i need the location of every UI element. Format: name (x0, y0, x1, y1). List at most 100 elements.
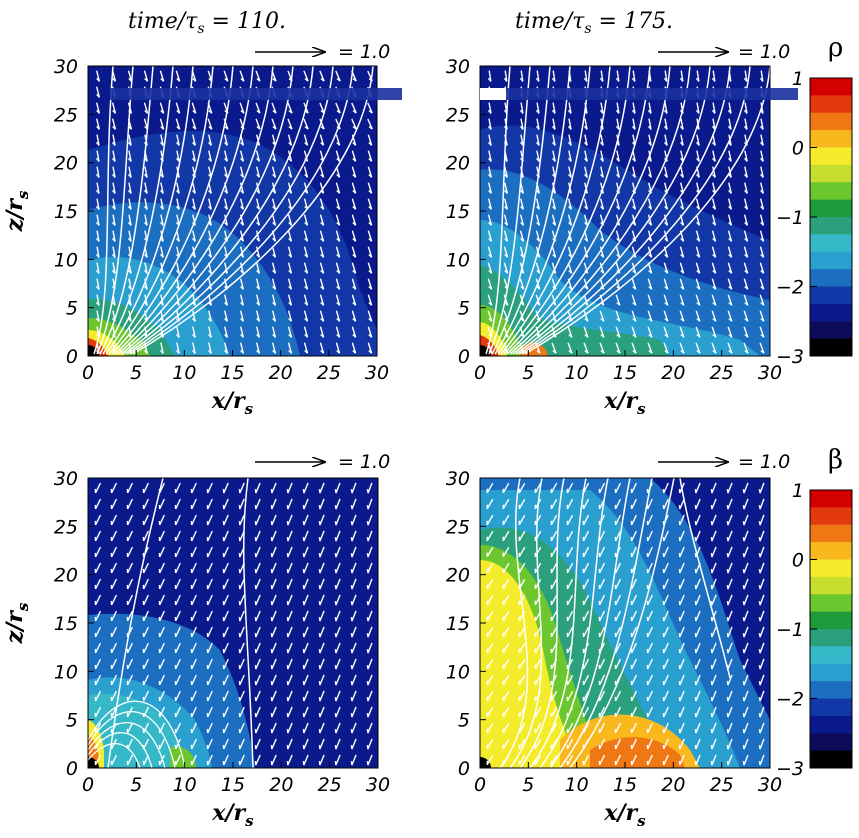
velocity-vector-head (256, 126, 261, 130)
velocity-vector (744, 118, 748, 130)
velocity-vector (486, 642, 494, 654)
velocity-vector (175, 706, 181, 718)
velocity-vector (663, 674, 669, 686)
velocity-vector-head (368, 126, 373, 130)
velocity-vector (335, 642, 341, 654)
velocity-vector (367, 562, 373, 574)
velocity-vector (319, 294, 325, 306)
velocity-vector (175, 70, 181, 82)
velocity-vector (351, 482, 357, 494)
velocity-vector (759, 562, 765, 574)
velocity-vector-head (663, 77, 668, 82)
velocity-vector (534, 674, 542, 686)
velocity-vector (534, 722, 542, 734)
velocity-vector (142, 482, 150, 494)
velocity-vector (486, 530, 494, 542)
velocity-vector (271, 754, 277, 766)
velocity-vector (486, 562, 494, 574)
velocity-vector-head (350, 601, 353, 606)
velocity-vector (303, 310, 309, 322)
velocity-vector-head (680, 173, 684, 178)
velocity-vector (287, 230, 293, 242)
velocity-vector (287, 546, 293, 558)
velocity-vector (255, 578, 261, 590)
velocity-vector-head (160, 125, 165, 130)
velocity-vector-head (192, 285, 196, 290)
velocity-vector-head (95, 285, 100, 290)
velocity-vector-head (352, 205, 357, 210)
velocity-vector (711, 594, 717, 606)
velocity-vector-head (256, 301, 260, 306)
x-tick-label: 15 (221, 774, 245, 796)
velocity-vector (518, 546, 526, 558)
velocity-vector-head (599, 77, 604, 82)
velocity-vector-head (535, 77, 540, 82)
velocity-vector-head (728, 317, 733, 322)
velocity-vector (614, 690, 622, 702)
velocity-vector (271, 498, 277, 510)
velocity-vector (727, 738, 733, 750)
velocity-vector-head (192, 125, 197, 130)
velocity-vector (207, 722, 213, 734)
velocity-vector (727, 690, 733, 702)
velocity-vector-head (647, 141, 652, 146)
velocity-vector (727, 530, 733, 542)
velocity-vector (239, 642, 245, 654)
velocity-vector (335, 738, 341, 750)
velocity-vector (239, 498, 245, 510)
velocity-vector (335, 294, 341, 306)
velocity-vector (615, 230, 621, 242)
velocity-vector-head (758, 569, 761, 574)
velocity-vector (695, 482, 701, 494)
x-tick-label: 0 (474, 774, 486, 796)
velocity-vector-head (711, 109, 716, 114)
velocity-vector (598, 594, 606, 606)
velocity-vector (518, 754, 526, 766)
velocity-vector (583, 342, 589, 354)
velocity-vector-head (111, 157, 116, 162)
x-tick-label: 15 (613, 774, 637, 796)
velocity-vector-head (96, 125, 100, 130)
x-tick-label: 25 (317, 362, 341, 384)
velocity-vector-head (366, 617, 369, 622)
velocity-vector (255, 182, 261, 194)
velocity-vector (614, 498, 622, 510)
velocity-vector (711, 294, 717, 306)
velocity-vector (143, 70, 149, 82)
velocity-vector (680, 134, 684, 146)
velocity-vector (759, 626, 765, 638)
velocity-vector-head (711, 125, 716, 130)
velocity-vector (271, 310, 277, 322)
velocity-vector-head (336, 237, 341, 242)
velocity-vector (615, 342, 621, 354)
velocity-vector (488, 166, 492, 178)
velocity-vector-head (679, 77, 684, 82)
velocity-vector (175, 674, 181, 686)
velocity-vector-head (712, 285, 717, 290)
velocity-vector (648, 118, 652, 130)
velocity-vector (486, 722, 494, 734)
velocity-vector-head (760, 237, 764, 242)
velocity-vector (128, 294, 132, 306)
velocity-vector (630, 642, 638, 654)
velocity-vector (351, 706, 357, 718)
velocity-vector (583, 198, 589, 210)
velocity-vector (207, 690, 213, 702)
colorbar-swatch (810, 646, 852, 665)
velocity-vector (744, 102, 748, 114)
velocity-vector-head (368, 189, 373, 194)
velocity-vector (552, 118, 556, 130)
velocity-vector (367, 722, 373, 734)
velocity-vector-head (320, 126, 325, 130)
velocity-vector-head (664, 173, 668, 178)
velocity-vector-head (111, 237, 116, 242)
velocity-vector-head (712, 173, 716, 178)
velocity-vector (759, 230, 765, 242)
x-tick-label: 15 (220, 362, 244, 384)
velocity-vector (367, 118, 373, 130)
velocity-vector (271, 326, 277, 338)
velocity-vector (239, 514, 245, 526)
velocity-vector (552, 102, 556, 114)
velocity-vector-head (320, 349, 325, 354)
colorbar-tick-label: −2 (776, 689, 804, 711)
